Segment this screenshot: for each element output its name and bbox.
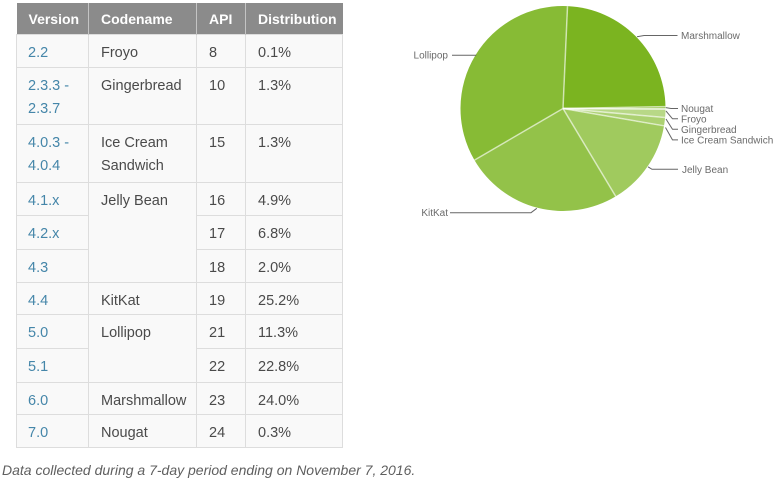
svg-text:Ice Cream Sandwich: Ice Cream Sandwich bbox=[681, 135, 773, 146]
svg-text:Froyo: Froyo bbox=[681, 114, 707, 125]
svg-text:Lollipop: Lollipop bbox=[414, 51, 449, 62]
svg-text:Gingerbread: Gingerbread bbox=[681, 125, 737, 136]
svg-text:KitKat: KitKat bbox=[421, 208, 448, 219]
svg-text:Nougat: Nougat bbox=[681, 104, 713, 115]
svg-text:Jelly Bean: Jelly Bean bbox=[682, 165, 728, 176]
svg-text:Marshmallow: Marshmallow bbox=[681, 31, 741, 42]
